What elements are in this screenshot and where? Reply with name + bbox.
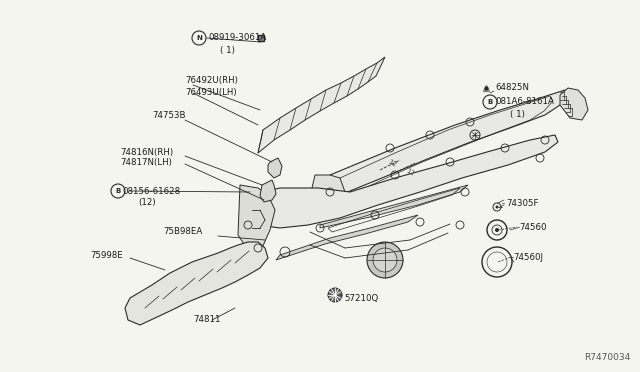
Polygon shape [312, 175, 345, 205]
Circle shape [495, 205, 499, 208]
Text: 57210Q: 57210Q [344, 294, 378, 302]
Circle shape [328, 288, 342, 302]
Text: (12): (12) [138, 199, 156, 208]
Text: 74305F: 74305F [506, 199, 538, 208]
Circle shape [495, 228, 499, 232]
Text: 76493U(LH): 76493U(LH) [185, 87, 237, 96]
Polygon shape [125, 242, 268, 325]
Text: 64825N: 64825N [495, 83, 529, 93]
Polygon shape [315, 90, 570, 200]
Text: 081A6-8161A: 081A6-8161A [495, 97, 554, 106]
Text: 75B98EA: 75B98EA [163, 228, 202, 237]
Polygon shape [258, 57, 385, 153]
Text: B: B [488, 99, 493, 105]
Polygon shape [238, 185, 275, 250]
Text: 74816N(RH): 74816N(RH) [120, 148, 173, 157]
Polygon shape [260, 180, 276, 202]
Text: 08156-61628: 08156-61628 [122, 186, 180, 196]
Polygon shape [276, 215, 418, 260]
Text: ( 1): ( 1) [220, 45, 235, 55]
Text: 75998E: 75998E [90, 250, 123, 260]
Text: 74811: 74811 [193, 315, 221, 324]
Text: 12: 12 [404, 167, 415, 177]
Text: 74753B: 74753B [152, 112, 186, 121]
Polygon shape [268, 158, 282, 178]
Text: R7470034: R7470034 [584, 353, 630, 362]
Text: ( 1): ( 1) [510, 110, 525, 119]
Text: 76492U(RH): 76492U(RH) [185, 76, 238, 84]
Text: 74560: 74560 [519, 222, 547, 231]
Text: 74817N(LH): 74817N(LH) [120, 158, 172, 167]
Circle shape [373, 248, 397, 272]
Text: 12: 12 [387, 158, 397, 168]
Polygon shape [320, 185, 468, 228]
Text: 08919-3061A: 08919-3061A [208, 33, 266, 42]
Polygon shape [242, 135, 558, 228]
Circle shape [367, 242, 403, 278]
Text: N: N [196, 35, 202, 41]
Text: 74560J: 74560J [513, 253, 543, 262]
Polygon shape [560, 88, 588, 120]
Text: B: B [115, 188, 120, 194]
